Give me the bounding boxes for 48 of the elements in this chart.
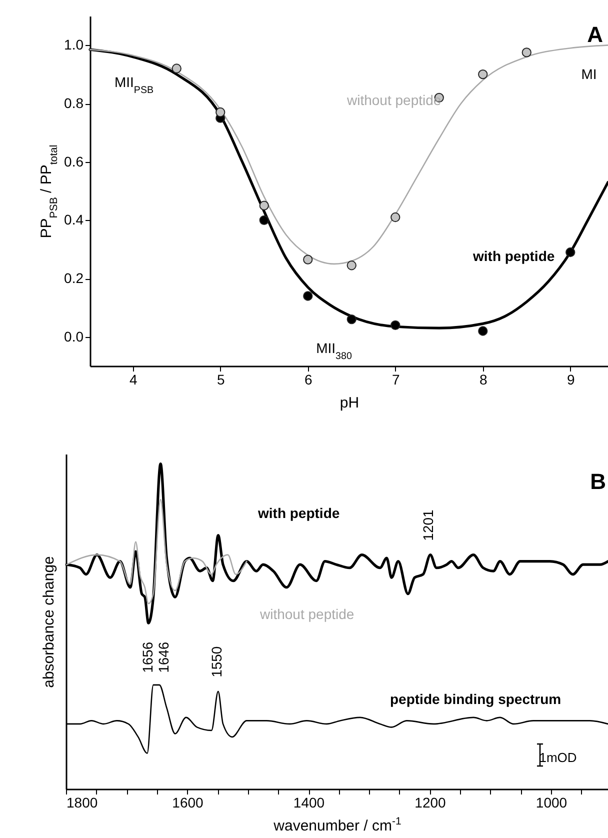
y-tick-label: 1.0 — [64, 36, 84, 53]
annotation: 1646 — [155, 642, 172, 673]
point — [259, 200, 269, 210]
text: without peptide — [259, 606, 354, 622]
x-tick-label: 4 — [129, 372, 138, 388]
point — [390, 212, 400, 222]
x-axis-title: wavenumber / cm$^{-1}$ — [272, 816, 402, 834]
point — [172, 64, 182, 74]
y-axis-title: absorbance change — [40, 556, 58, 688]
point — [478, 70, 488, 80]
point — [346, 260, 356, 270]
y-tick-label: 0.8 — [64, 95, 84, 111]
x-axis-title: pH — [340, 394, 360, 412]
x-tick-label: 1400 — [293, 794, 325, 810]
point — [303, 291, 313, 301]
x-tick-label: 1600 — [172, 794, 204, 810]
point — [303, 254, 313, 264]
x-tick-label: 1200 — [414, 794, 446, 810]
x-tick-label: 1000 — [536, 794, 568, 810]
x-tick-label: 5 — [216, 372, 225, 388]
annotation: 1656 — [139, 642, 156, 673]
annotation: MI — [581, 66, 597, 82]
x-tick-label: 8 — [479, 372, 488, 388]
point — [478, 326, 488, 336]
annotation: A — [587, 22, 604, 47]
point — [390, 320, 400, 330]
annotation: B — [590, 469, 606, 494]
y-tick-label: 0.6 — [64, 153, 84, 170]
annotation: MII$_{PSB}$ — [114, 74, 154, 96]
series-label: with peptide — [472, 248, 555, 264]
point — [346, 314, 356, 324]
annotation: MII$_{380}$ — [316, 340, 352, 362]
y-tick-label: 0.0 — [64, 328, 84, 344]
x-tick-label: 1800 — [66, 794, 98, 810]
x-tick-label: 7 — [392, 372, 400, 388]
y-tick-label: 0.4 — [64, 212, 84, 228]
text: with peptide — [257, 505, 340, 521]
point — [566, 247, 576, 258]
x-tick-label: 6 — [304, 372, 312, 388]
annotation: 1201 — [420, 509, 436, 541]
point — [216, 107, 226, 118]
x-tick-label: 9 — [566, 372, 575, 388]
point — [522, 48, 532, 58]
y-tick-label: 0.2 — [64, 270, 84, 286]
annotation: 1mOD — [539, 750, 577, 765]
point — [259, 215, 269, 225]
series-label: peptide binding spectrum — [390, 691, 562, 707]
annotation: 1550 — [208, 646, 225, 678]
